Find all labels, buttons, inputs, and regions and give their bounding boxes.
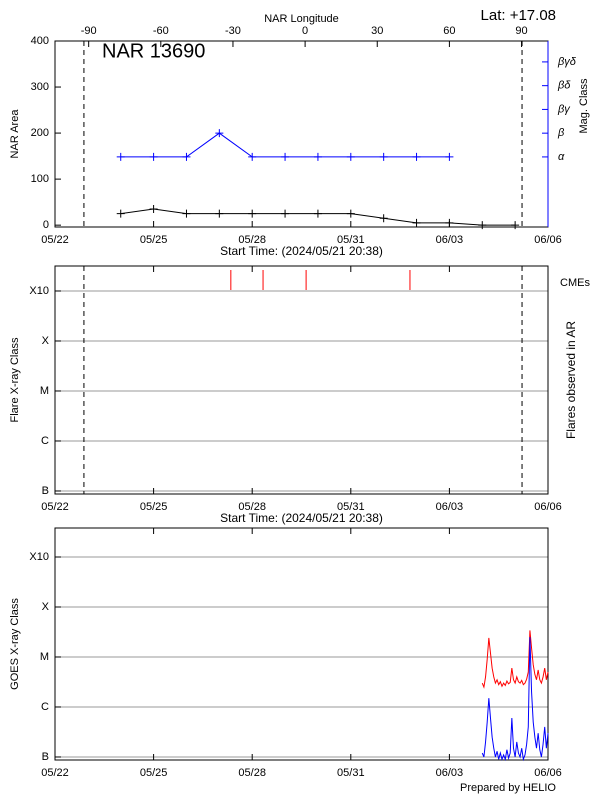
x-tick-label: 05/22 bbox=[41, 767, 69, 779]
point-marker bbox=[215, 129, 224, 138]
point-marker bbox=[445, 152, 454, 161]
y-tick-label: M bbox=[40, 651, 49, 663]
y2-axis-title: Mag. Class bbox=[578, 78, 590, 134]
x-tick-label: 06/03 bbox=[436, 767, 464, 779]
y-tick-label: 100 bbox=[31, 173, 49, 185]
point-marker bbox=[346, 209, 355, 218]
x-tick-label: 05/28 bbox=[238, 501, 266, 513]
x-axis-title: Start Time: (2024/05/21 20:38) bbox=[220, 244, 383, 258]
x-tick-label: 06/03 bbox=[436, 234, 464, 246]
y-tick-label: B bbox=[42, 751, 49, 763]
x2-tick-label: -90 bbox=[81, 25, 97, 37]
annotation: Lat: +17.08 bbox=[481, 7, 556, 24]
point-marker bbox=[182, 152, 191, 161]
point-marker bbox=[478, 221, 487, 230]
x-tick-label: 05/25 bbox=[140, 501, 168, 513]
y-tick-label: 300 bbox=[31, 81, 49, 93]
y2-tick-label: βγδ bbox=[557, 56, 577, 68]
x-tick-label: 06/06 bbox=[534, 234, 562, 246]
x-tick-label: 05/28 bbox=[238, 767, 266, 779]
point-marker bbox=[248, 209, 257, 218]
point-marker bbox=[412, 152, 421, 161]
point-marker bbox=[116, 152, 125, 161]
point-marker bbox=[313, 209, 322, 218]
y-tick-label: 200 bbox=[31, 127, 49, 139]
x-tick-label: 06/06 bbox=[534, 501, 562, 513]
y2-tick-label: α bbox=[558, 151, 565, 163]
y-tick-label: X bbox=[42, 601, 50, 613]
series-line bbox=[481, 637, 549, 762]
y-tick-label: C bbox=[41, 435, 49, 447]
y-tick-label: X10 bbox=[29, 285, 49, 297]
x2-axis-title: NAR Longitude bbox=[264, 13, 339, 25]
x-tick-label: 06/03 bbox=[436, 501, 464, 513]
x2-tick-label: 30 bbox=[371, 25, 383, 37]
point-marker bbox=[511, 221, 520, 230]
y2-tick-label: β bbox=[557, 127, 565, 139]
x2-tick-label: -30 bbox=[225, 25, 241, 37]
y-tick-label: M bbox=[40, 385, 49, 397]
point-marker bbox=[313, 152, 322, 161]
point-marker bbox=[346, 152, 355, 161]
x-tick-label: 05/22 bbox=[41, 234, 69, 246]
y-tick-label: C bbox=[41, 701, 49, 713]
y2-tick-label: βδ bbox=[557, 80, 571, 92]
point-marker bbox=[149, 152, 158, 161]
point-marker bbox=[215, 209, 224, 218]
x2-tick-label: -60 bbox=[153, 25, 169, 37]
y-tick-label: 0 bbox=[43, 219, 49, 231]
x-tick-label: 05/22 bbox=[41, 501, 69, 513]
x-tick-label: 05/25 bbox=[140, 234, 168, 246]
y2-tick-label: βγ bbox=[557, 103, 571, 115]
y2-axis-title: Flares observed in AR bbox=[564, 321, 578, 439]
series-line bbox=[481, 630, 549, 689]
x2-tick-label: 60 bbox=[443, 25, 455, 37]
y-axis-title: Flare X-ray Class bbox=[9, 337, 21, 422]
x2-tick-label: 0 bbox=[302, 25, 308, 37]
y-axis-title: NAR Area bbox=[9, 109, 21, 159]
x-tick-label: 05/31 bbox=[337, 767, 365, 779]
point-marker bbox=[281, 152, 290, 161]
plot-frame bbox=[54, 40, 549, 228]
point-marker bbox=[412, 218, 421, 227]
point-marker bbox=[379, 214, 388, 223]
x-tick-label: 05/28 bbox=[238, 234, 266, 246]
y-tick-label: X bbox=[42, 335, 50, 347]
x-tick-label: 05/31 bbox=[337, 501, 365, 513]
x-axis-title: Start Time: (2024/05/21 20:38) bbox=[220, 511, 383, 525]
legend-entry: CMEs bbox=[560, 277, 590, 289]
point-marker bbox=[379, 152, 388, 161]
y-tick-label: X10 bbox=[29, 551, 49, 563]
y-tick-label: 400 bbox=[31, 35, 49, 47]
point-marker bbox=[149, 205, 158, 214]
x-tick-label: 05/31 bbox=[337, 234, 365, 246]
point-marker bbox=[281, 209, 290, 218]
point-marker bbox=[182, 209, 191, 218]
point-marker bbox=[445, 218, 454, 227]
y-axis-title: GOES X-ray Class bbox=[9, 598, 21, 690]
x2-tick-label: 90 bbox=[515, 25, 527, 37]
x-tick-label: 06/06 bbox=[534, 767, 562, 779]
x-tick-label: 05/25 bbox=[140, 767, 168, 779]
y-tick-label: B bbox=[42, 485, 49, 497]
panel-title: NAR 13690 bbox=[102, 40, 205, 62]
plot-frame bbox=[54, 527, 549, 761]
footer: Prepared by HELIO bbox=[460, 782, 556, 794]
plot-frame bbox=[54, 265, 549, 495]
point-marker bbox=[248, 152, 257, 161]
point-marker bbox=[116, 209, 125, 218]
